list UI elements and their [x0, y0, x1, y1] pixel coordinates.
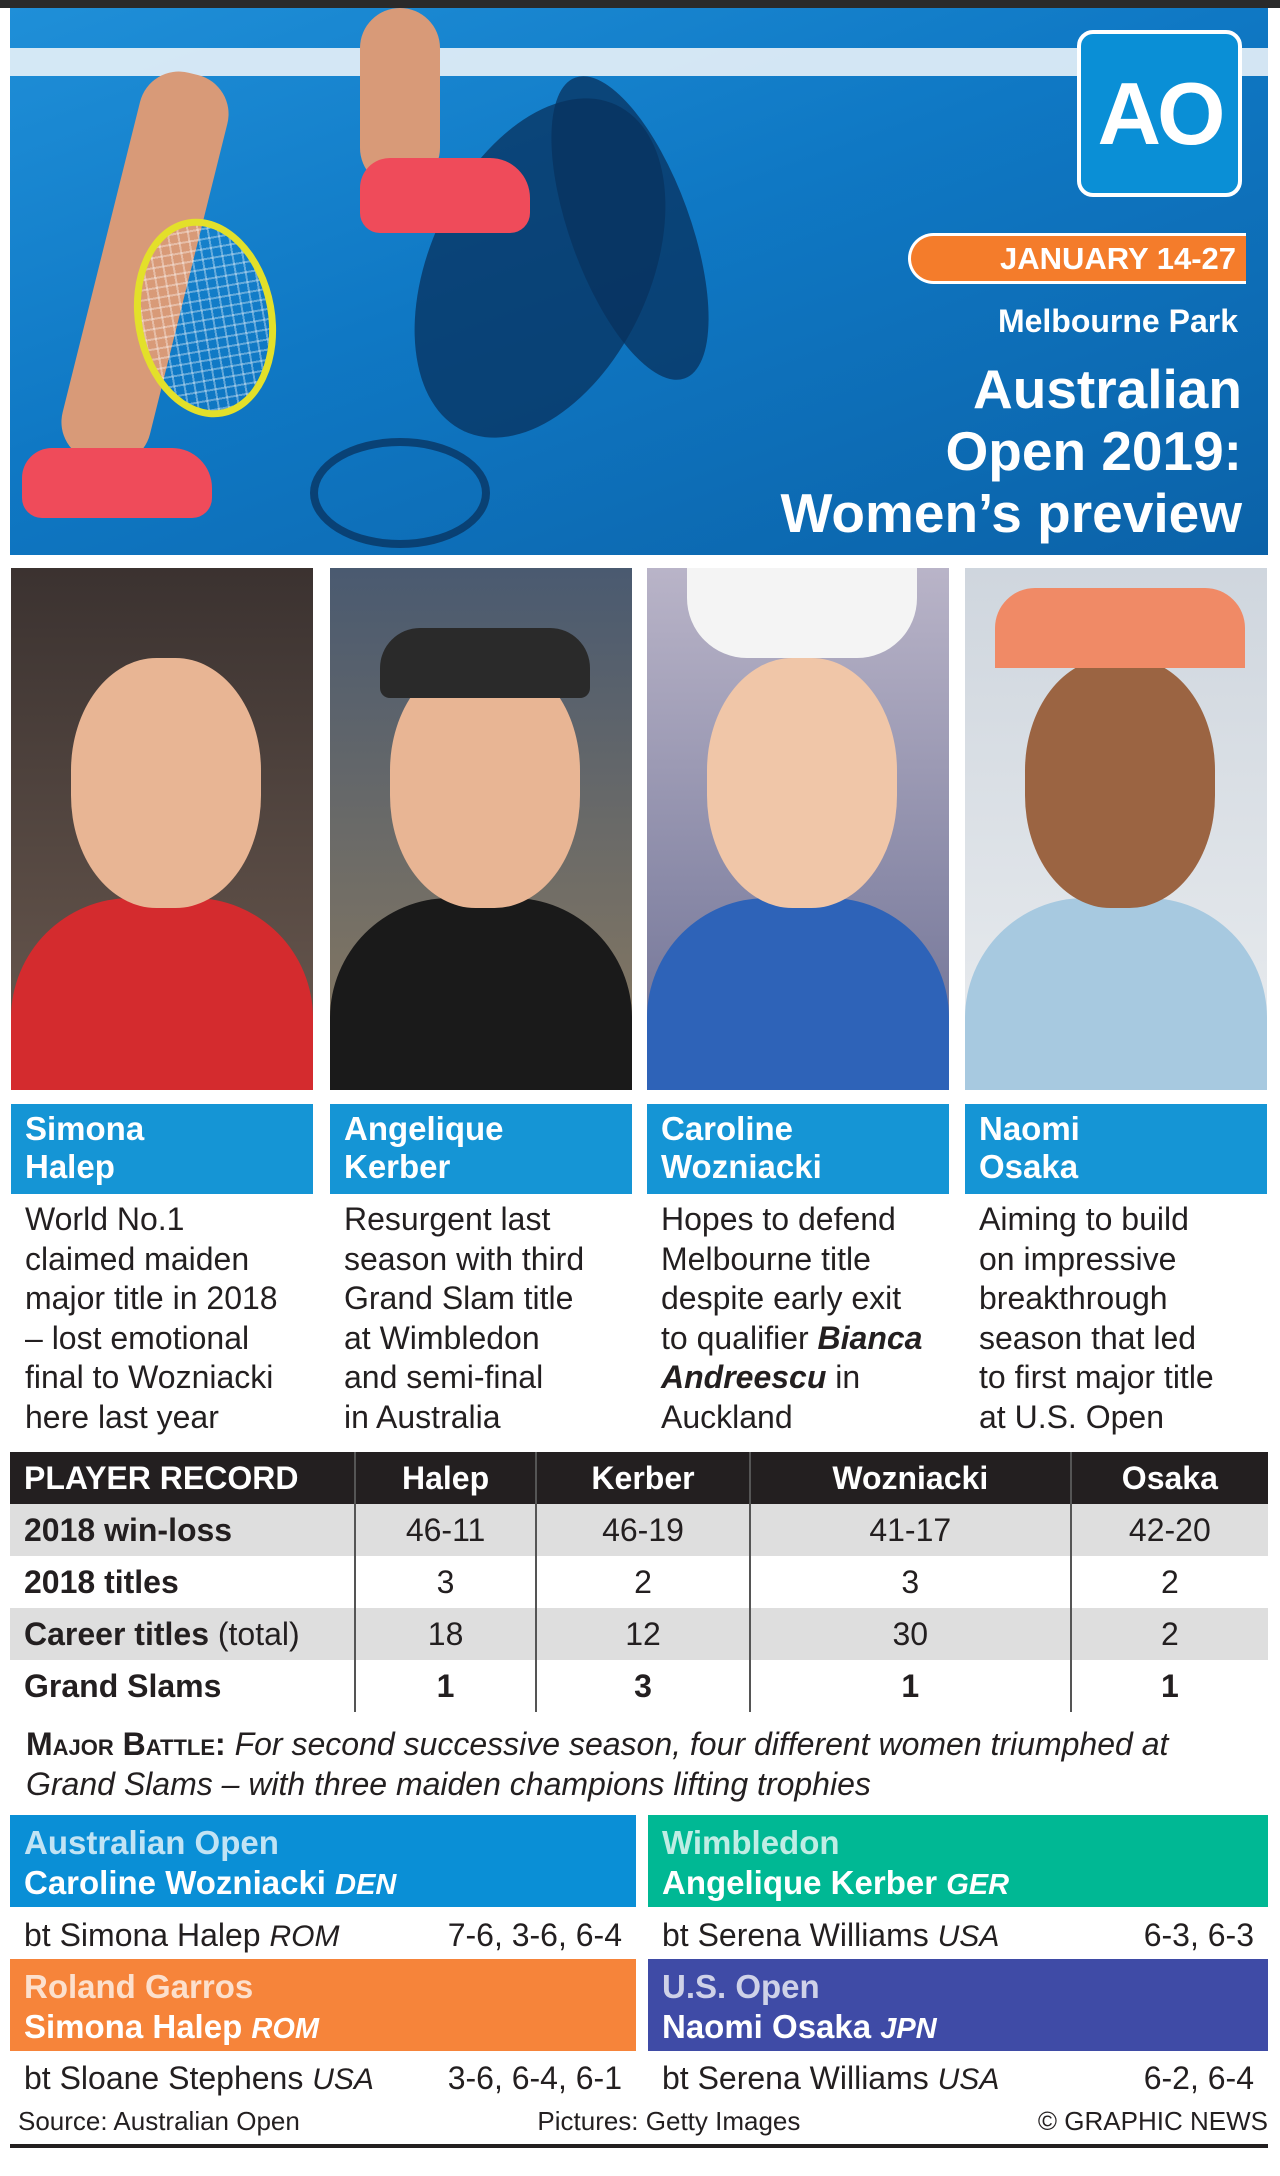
table-header: PLAYER RECORD	[10, 1452, 355, 1504]
slam-result: bt Serena Williams USA 6-3, 6-3	[662, 1916, 1254, 1953]
table-header: Kerber	[535, 1452, 750, 1504]
player-record-table: PLAYER RECORD Halep Kerber Wozniacki Osa…	[10, 1452, 1268, 1712]
cell: 1	[353, 1660, 537, 1712]
player-desc-osaka: Aiming to build on impressive breakthrough…	[979, 1201, 1214, 1435]
cell: 3	[748, 1556, 1071, 1608]
cell: 2	[535, 1556, 750, 1608]
row-label: 2018 win-loss	[10, 1504, 355, 1556]
slam-result: bt Sloane Stephens USA 3-6, 6-4, 6-1	[24, 2059, 622, 2096]
cell: 1	[748, 1660, 1071, 1712]
source-credit: Source: Australian Open	[18, 2106, 300, 2136]
row-label: 2018 titles	[24, 1563, 179, 1600]
cell: 42-20	[1069, 1504, 1268, 1556]
photo-halep	[11, 568, 313, 1090]
table-header: Wozniacki	[748, 1452, 1071, 1504]
player-name-halep: Simona Halep	[11, 1104, 313, 1194]
cell: 41-17	[748, 1504, 1071, 1556]
copyright: © GRAPHIC NEWS	[1037, 2106, 1268, 2136]
photo-wozniacki	[647, 568, 949, 1090]
slam-roland-garros: Roland Garros Simona Halep ROM	[10, 1959, 636, 2051]
title-line: Open 2019:	[945, 420, 1242, 482]
table-header: Osaka	[1069, 1452, 1268, 1504]
top-bar	[0, 0, 1280, 8]
venue: Melbourne Park	[997, 303, 1238, 339]
pictures-credit: Pictures: Getty Images	[537, 2106, 801, 2136]
slam-us-open: U.S. Open Naomi Osaka JPN	[648, 1959, 1268, 2051]
page-title: Australian Open 2019: Women’s preview	[642, 358, 1242, 544]
title-line: Australian	[973, 358, 1242, 420]
footer: Source: Australian Open Pictures: Getty …	[18, 2106, 1268, 2137]
slam-result: bt Serena Williams USA 6-2, 6-4	[662, 2059, 1254, 2096]
slam-result: bt Simona Halep ROM 7-6, 3-6, 6-4	[24, 1916, 622, 1953]
photo-kerber	[330, 568, 632, 1090]
cell: 46-11	[353, 1504, 537, 1556]
date-banner: JANUARY 14-27	[908, 233, 1246, 284]
title-line: Women’s preview	[780, 482, 1242, 544]
table-row: Career titles (total) 18 12 30 2	[10, 1608, 1268, 1660]
table-header: Halep	[353, 1452, 537, 1504]
cell: 2	[1069, 1556, 1268, 1608]
player-desc-halep: World No.1 claimed maiden major title in 2…	[25, 1201, 278, 1435]
table-row: 2018 win-loss 46-11 46-19 41-17 42-20	[10, 1504, 1268, 1556]
cell: 1	[1069, 1660, 1268, 1712]
ao-logo: AO	[1077, 30, 1242, 197]
bottom-rule	[10, 2144, 1268, 2148]
player-name-osaka: Naomi Osaka	[965, 1104, 1267, 1194]
table-header-row: PLAYER RECORD Halep Kerber Wozniacki Osa…	[10, 1452, 1268, 1504]
cell: 18	[353, 1608, 537, 1660]
cell: 3	[353, 1556, 537, 1608]
slam-wimbledon: Wimbledon Angelique Kerber GER	[648, 1815, 1268, 1907]
cell: 3	[535, 1660, 750, 1712]
player-desc-kerber: Resurgent last season with third Grand Sla…	[344, 1201, 585, 1435]
cell: 2	[1069, 1608, 1268, 1660]
row-label: Career titles (total)	[10, 1608, 355, 1660]
cell: 46-19	[535, 1504, 750, 1556]
player-name-wozniacki: Caroline Wozniacki	[647, 1104, 949, 1194]
cell: 30	[748, 1608, 1071, 1660]
photo-osaka	[965, 568, 1267, 1090]
player-desc-wozniacki: Hopes to defend Melbourne title despite ea…	[661, 1201, 923, 1435]
cell: 12	[535, 1608, 750, 1660]
row-label: Grand Slams	[24, 1667, 222, 1704]
player-name-kerber: Angelique Kerber	[330, 1104, 632, 1194]
major-battle-text: Major Battle: For second successive seas…	[26, 1726, 1169, 1802]
slam-australian-open: Australian Open Caroline Wozniacki DEN	[10, 1815, 636, 1907]
